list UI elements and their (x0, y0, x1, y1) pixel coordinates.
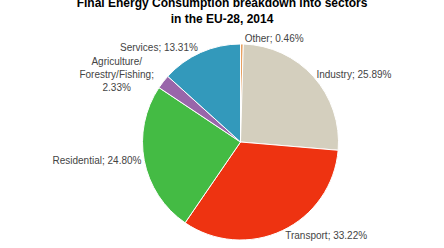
svg-text:Services; 13.31%: Services; 13.31% (120, 42, 198, 53)
svg-text:Residential; 24.80%: Residential; 24.80% (52, 155, 141, 166)
svg-text:Industry; 25.89%: Industry; 25.89% (316, 69, 391, 80)
svg-text:Final Energy Consumption break: Final Energy Consumption breakdown into … (77, 0, 368, 26)
svg-text:Transport; 33.22%: Transport; 33.22% (285, 230, 367, 241)
svg-text:Agriculture/Forestry/Fishing;2: Agriculture/Forestry/Fishing;2.33% (79, 56, 153, 93)
svg-text:Other; 0.46%: Other; 0.46% (245, 33, 304, 44)
